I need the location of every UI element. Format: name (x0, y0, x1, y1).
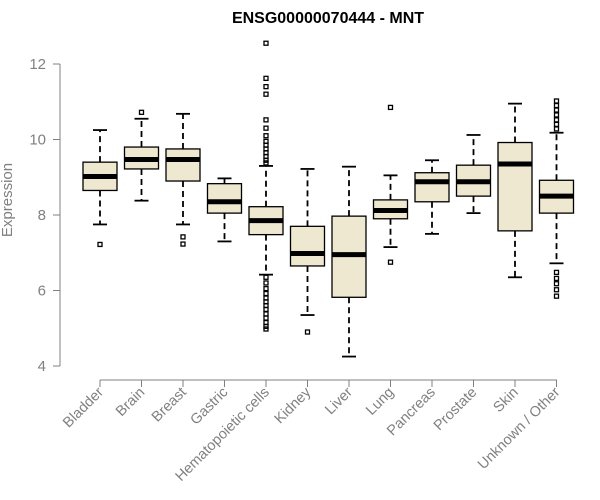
outlier-point (138, 109, 145, 115)
box-group (123, 109, 160, 202)
y-tick-label: 12 (29, 56, 46, 73)
x-tick-label: Prostate (431, 385, 480, 434)
iqr-box (497, 141, 533, 232)
box-group (455, 134, 492, 215)
box-group (331, 165, 367, 358)
outlier-point (263, 84, 269, 90)
iqr-box (414, 172, 450, 203)
outlier-point (263, 285, 269, 292)
iqr-box (289, 225, 326, 267)
outlier-point (263, 274, 269, 280)
y-tick-label: 8 (38, 207, 46, 224)
outlier-point (263, 311, 269, 317)
outlier-point (553, 293, 560, 299)
outlier-point (263, 91, 269, 97)
outlier-point (180, 234, 186, 240)
x-tick-label: Breast (149, 385, 190, 426)
boxes-layer (82, 40, 575, 358)
outlier-point (304, 329, 311, 335)
outlier-point (263, 75, 269, 81)
outlier-point (263, 40, 269, 46)
y-tick-label: 4 (38, 358, 46, 375)
outlier-point (263, 306, 269, 313)
y-axis-label: Expression (0, 163, 16, 237)
outlier-point (263, 125, 269, 131)
outlier-point (553, 107, 560, 113)
outlier-point (263, 117, 269, 123)
box-group (165, 112, 201, 247)
box-group (538, 98, 575, 299)
x-tick-label: Lung (363, 385, 397, 419)
chart-title: ENSG00000070444 - MNT (232, 10, 424, 27)
outlier-point (263, 315, 269, 321)
outlier-point (97, 241, 103, 248)
y-tick-label: 10 (29, 132, 46, 149)
outlier-point (387, 259, 394, 265)
box-group (206, 177, 243, 243)
outlier-point (553, 281, 560, 287)
outlier-point (553, 287, 560, 293)
x-tick-label: Skin (491, 385, 522, 416)
iqr-box (165, 148, 201, 182)
outlier-point (553, 269, 560, 276)
outlier-point (553, 102, 560, 109)
y-axis-ticks: 4 6 8 10 12 (29, 56, 60, 375)
outlier-point (553, 275, 560, 282)
outlier-point (553, 112, 560, 118)
x-tick-label: Brain (113, 385, 148, 420)
box-group (497, 102, 533, 279)
outlier-point (263, 160, 269, 166)
outlier-point (180, 241, 186, 247)
outlier-point (553, 117, 560, 123)
y-tick-label: 6 (38, 283, 46, 300)
x-tick-label: Liver (322, 384, 356, 418)
box-group (372, 104, 409, 265)
outlier-point (553, 98, 560, 104)
outlier-point (553, 126, 560, 132)
box-group (289, 168, 326, 335)
x-tick-label: Bladder (60, 384, 107, 431)
outlier-point (553, 121, 560, 128)
x-tick-label: Kidney (272, 384, 315, 427)
iqr-box (206, 183, 243, 214)
outlier-point (263, 290, 269, 297)
outlier-point (263, 326, 269, 332)
box-group (82, 129, 118, 248)
box-group (414, 159, 450, 235)
outlier-point (263, 280, 269, 286)
outlier-point (263, 133, 269, 139)
box-group (248, 40, 284, 332)
outlier-point (387, 104, 394, 111)
